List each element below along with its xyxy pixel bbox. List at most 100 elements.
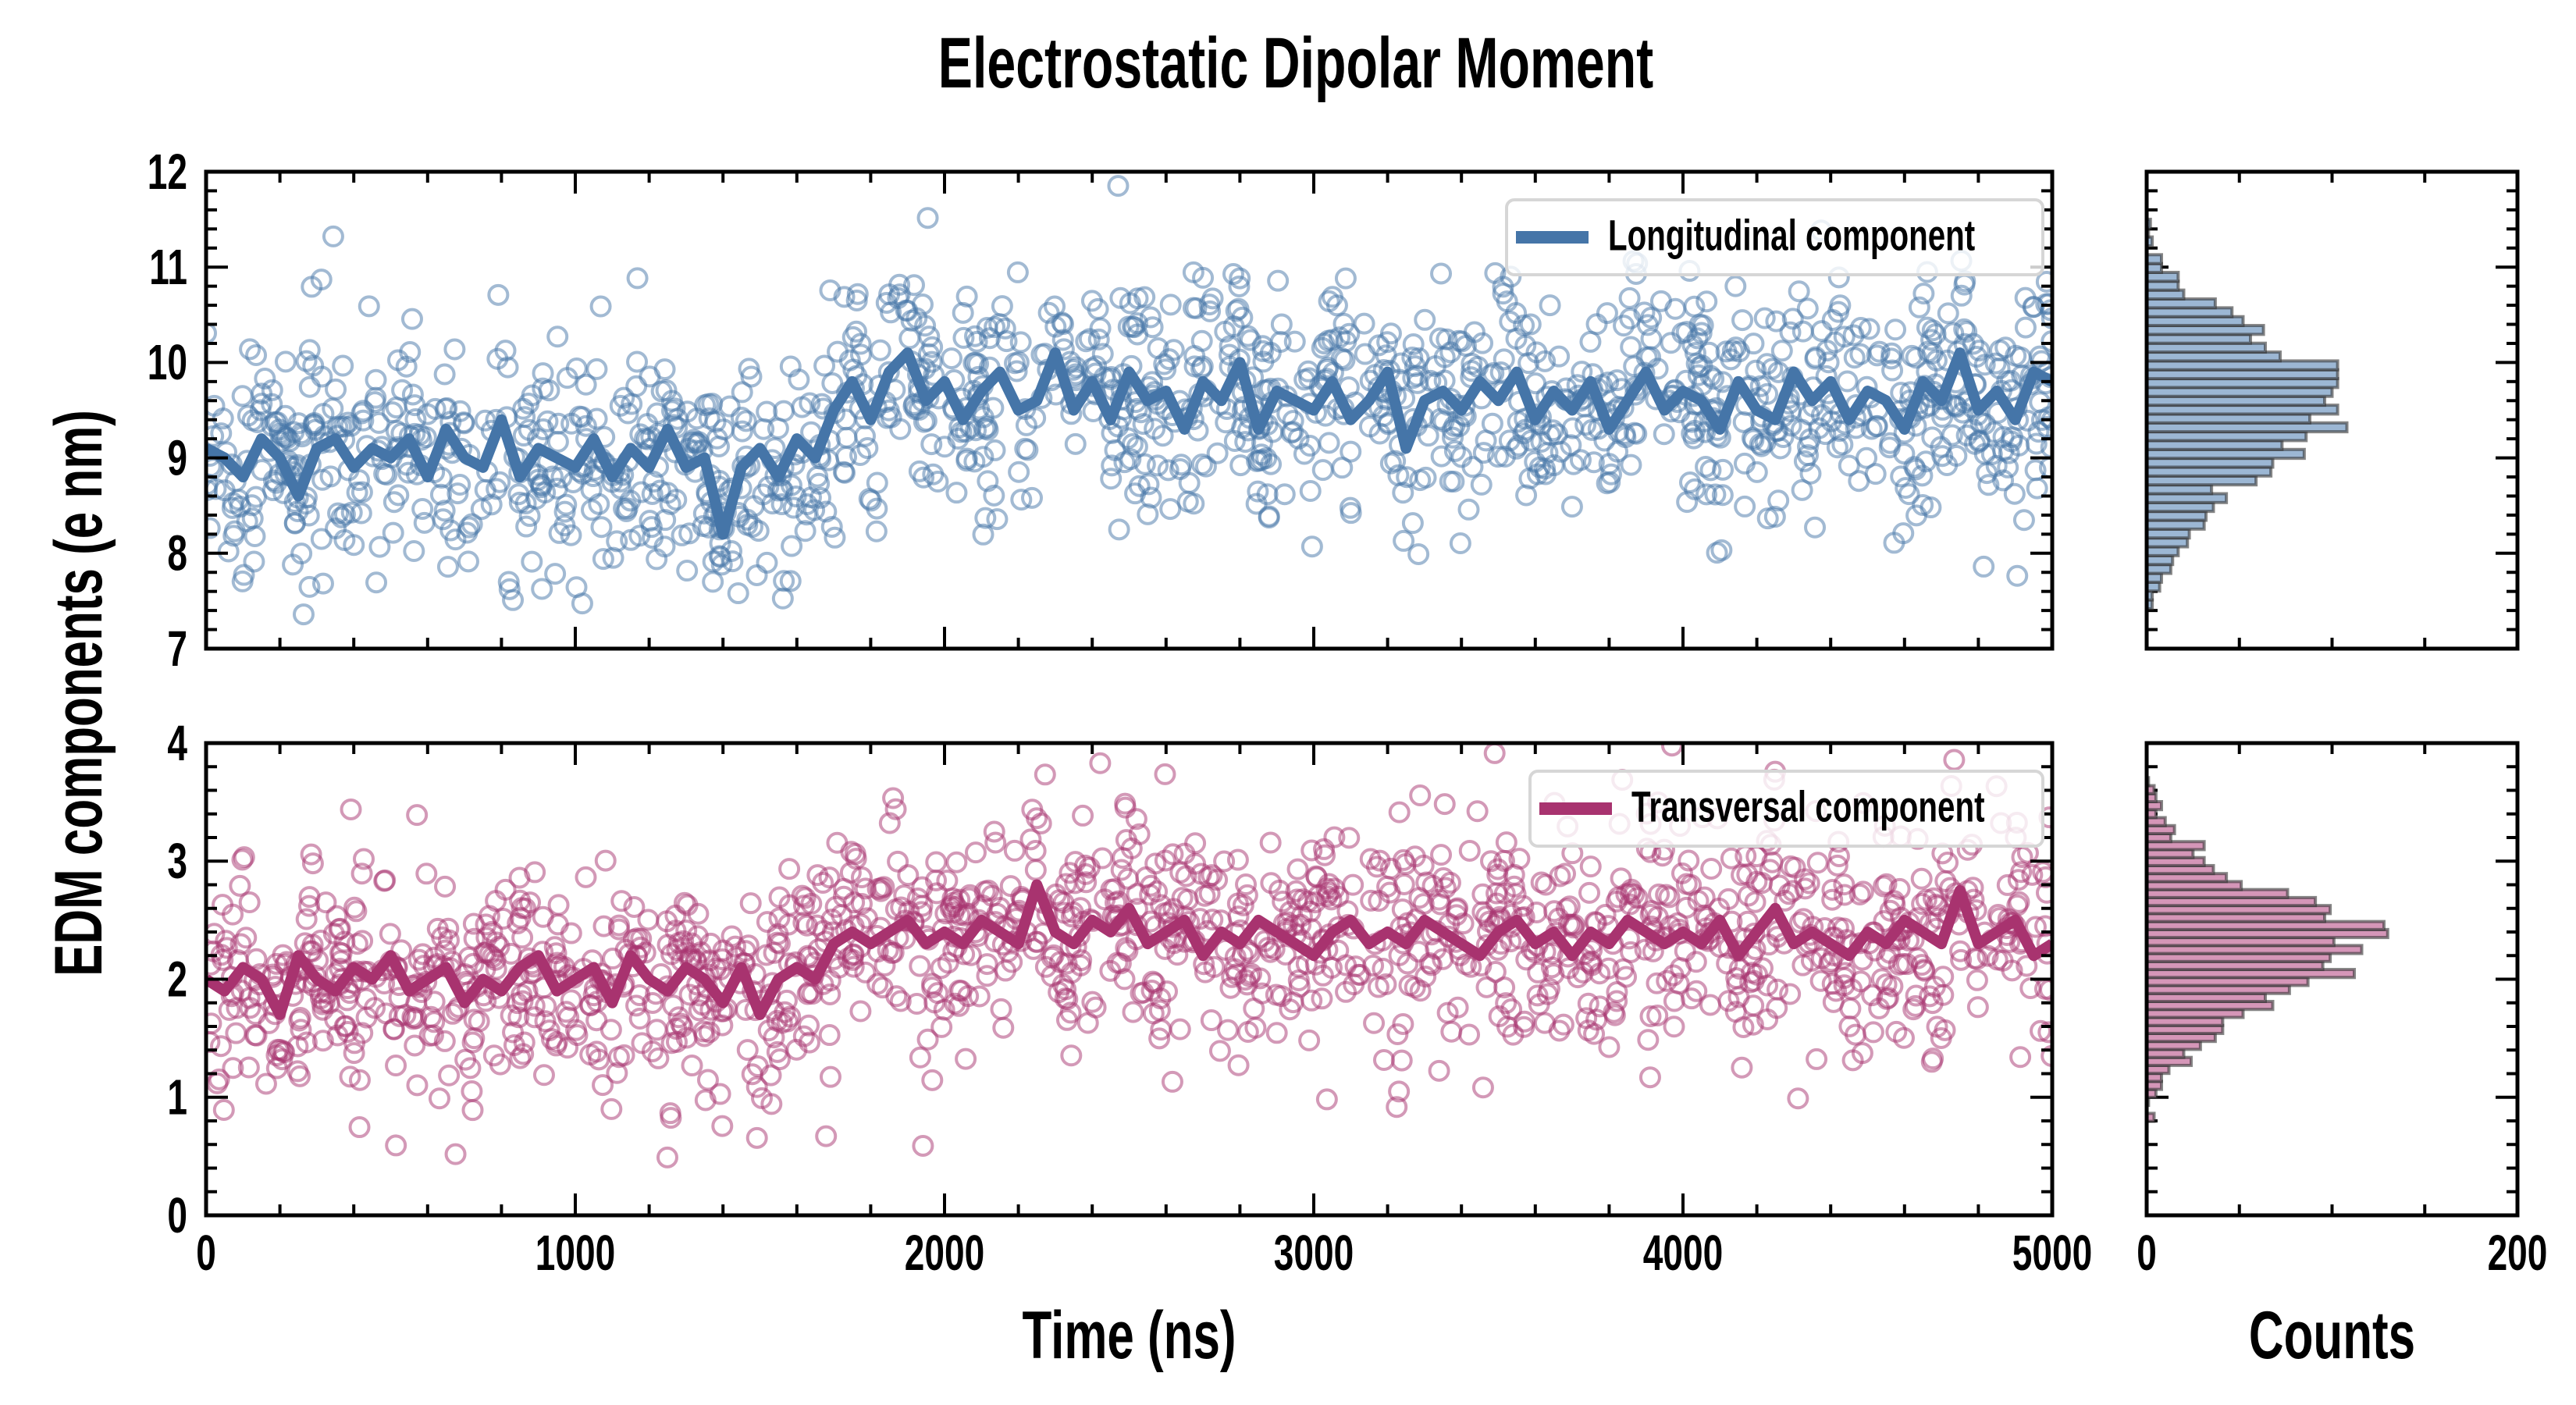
scatter-point <box>1966 948 1988 970</box>
scatter-point <box>1750 435 1773 457</box>
scatter-point <box>1603 1004 1626 1026</box>
scatter-point <box>1434 877 1457 899</box>
scatter-point <box>757 475 780 498</box>
scatter-point <box>1155 358 1177 381</box>
legend-box <box>1528 770 2044 848</box>
scatter-point <box>1876 987 1898 1010</box>
scatter-point <box>625 375 648 397</box>
scatter-point <box>809 486 832 509</box>
y-tick-label: 2 <box>167 951 187 1007</box>
scatter-point <box>1950 948 1973 971</box>
scatter-point <box>1157 459 1179 482</box>
scatter-point <box>1226 848 1249 871</box>
scatter-point <box>1100 468 1123 490</box>
scatter-point <box>585 357 608 380</box>
scatter-point <box>1396 466 1418 489</box>
scatter-point <box>882 787 905 809</box>
scatter-point <box>656 482 679 504</box>
plot-area <box>206 743 2052 1168</box>
scatter-point <box>1848 883 1871 905</box>
scatter-point <box>1930 436 1952 458</box>
scatter-point <box>1910 867 1933 890</box>
scatter-point <box>423 991 446 1013</box>
scatter-point <box>1585 313 1608 336</box>
scatter-point <box>1449 532 1471 555</box>
scatter-point <box>368 535 391 558</box>
scatter-point <box>502 1021 525 1044</box>
scatter-point <box>1019 828 1042 851</box>
scatter-point <box>1005 360 1028 382</box>
scatter-point <box>1335 980 1357 1003</box>
scatter-point <box>286 500 309 523</box>
scatter-point <box>1113 451 1136 474</box>
scatter-point <box>1646 972 1668 994</box>
scatter-point <box>1684 419 1706 442</box>
scatter-point <box>1724 275 1747 297</box>
scatter-point <box>1124 482 1147 505</box>
scatter-point <box>844 842 866 865</box>
scatter-point <box>1852 880 1874 903</box>
scatter-point <box>1788 280 1810 303</box>
scatter-point <box>1199 300 1222 322</box>
scatter-point <box>972 523 994 546</box>
scatter-point <box>441 1002 464 1025</box>
scatter-point <box>546 430 569 453</box>
scatter-point <box>1973 443 1996 465</box>
scatter-point <box>1439 871 1461 894</box>
scatter-point <box>434 939 457 962</box>
scatter-point <box>850 866 873 889</box>
scatter-point <box>850 892 873 915</box>
scatter-point <box>1688 313 1711 336</box>
scatter-point <box>1884 318 1907 341</box>
legend-label: Transversal component <box>1631 783 1985 831</box>
scatter-point <box>780 474 802 496</box>
scatter-point <box>272 944 294 966</box>
scatter-point <box>437 917 460 940</box>
scatter-point <box>1412 854 1435 877</box>
plot-layer: Electrostatic Dipolar Moment789101112Lon… <box>41 22 2548 1372</box>
scatter-point <box>1208 1040 1231 1062</box>
scatter-point <box>736 1039 759 1062</box>
y-tick-label: 0 <box>167 1187 187 1243</box>
scatter-point <box>1922 1048 1944 1070</box>
scatter-point <box>1495 992 1517 1015</box>
scatter-point <box>875 291 898 314</box>
scatter-point <box>251 382 273 405</box>
scatter-point <box>1486 446 1509 468</box>
scatter-point <box>2003 482 2026 505</box>
scatter-point <box>1767 489 1790 512</box>
scatter-point <box>343 534 365 557</box>
scatter-point <box>2034 915 2052 937</box>
scatter-point <box>246 411 269 433</box>
scatter-point <box>1087 328 1110 350</box>
scatter-point <box>792 911 815 934</box>
y-tick-label: 10 <box>148 335 187 390</box>
scatter-point <box>941 347 963 370</box>
scatter-point <box>620 528 642 551</box>
scatter-point <box>1539 294 1561 317</box>
scatter-point <box>609 394 632 417</box>
scatter-point <box>1770 340 1793 362</box>
scatter-point <box>756 911 778 934</box>
scatter-point <box>330 942 353 965</box>
scatter-point <box>1407 542 1430 565</box>
scatter-point <box>642 991 664 1014</box>
scatter-point <box>912 1134 934 1157</box>
scatter-point <box>2014 316 2037 339</box>
scatter-point <box>613 1044 635 1066</box>
scatter-point <box>1300 535 1323 558</box>
scatter-point <box>1700 857 1723 880</box>
scatter-point <box>330 506 353 528</box>
scatter-point <box>1283 330 1306 353</box>
scatter-point <box>594 849 617 872</box>
scatter-point <box>1219 335 1241 357</box>
scatter-point <box>747 520 770 542</box>
scatter-point <box>289 1065 311 1087</box>
scatter-point <box>298 339 321 361</box>
scatter-point <box>1653 423 1675 446</box>
scatter-point <box>1158 348 1180 371</box>
scatter-point <box>1648 883 1670 905</box>
scatter-point <box>1318 432 1340 454</box>
scatter-point <box>566 1024 589 1047</box>
